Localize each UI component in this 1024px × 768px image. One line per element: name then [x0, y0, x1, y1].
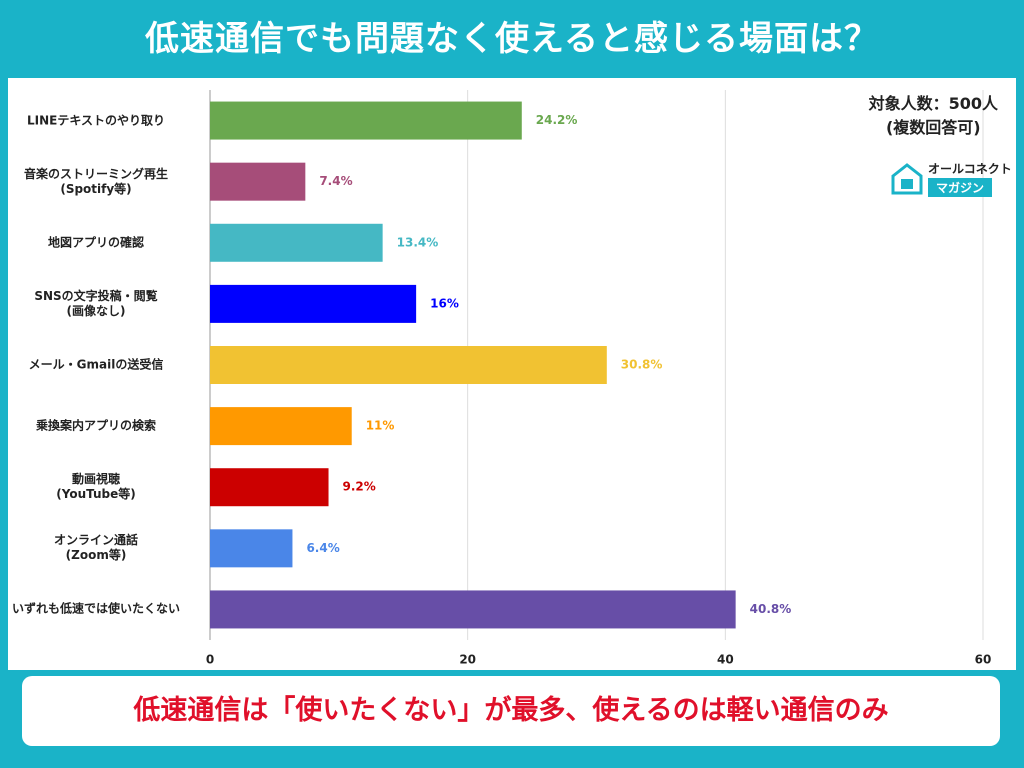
y-tick-label: オンライン通話 (Zoom等): [53, 533, 138, 563]
chart-panel: 0 20 40 60 24.2% 7.4% 13.4% 16% 30.8% 11% 9.2% 6.4%…: [8, 78, 1016, 670]
bar: [210, 223, 383, 262]
bar: [210, 529, 293, 568]
bar: [210, 590, 736, 629]
y-tick-label: いずれも低速では使いたくない: [11, 601, 180, 616]
y-tick-label: LINEテキストのやり取り: [27, 113, 165, 128]
logo-icon: [891, 163, 923, 195]
brand-name: オールコネクト: [928, 162, 1012, 176]
y-tick-label: メール・Gmailの送受信: [28, 357, 164, 372]
x-tick-label: 20: [459, 653, 476, 667]
x-tick-label: 0: [206, 653, 214, 667]
bar: [210, 284, 417, 323]
note: 対象人数：500人 (複数回答可): [868, 94, 998, 137]
data-label: 40.8%: [750, 602, 792, 616]
data-label: 24.2%: [536, 113, 578, 127]
bar: [210, 407, 352, 446]
data-label: 9.2%: [343, 480, 376, 494]
bar: [210, 346, 607, 384]
chart: 0 20 40 60 24.2% 7.4% 13.4% 16% 30.8% 11% 9.2% 6.4%…: [206, 90, 992, 667]
x-tick-label: 60: [975, 653, 992, 667]
y-tick-label: SNSの文字投稿・閲覧 (画像なし): [34, 288, 158, 318]
y-tick-label: 動画視聴 (YouTube等): [56, 472, 136, 502]
bar: [210, 162, 306, 201]
y-tick-label: 地図アプリの確認: [47, 235, 144, 250]
data-label: 13.4%: [397, 235, 439, 249]
bar: [210, 101, 522, 140]
brand-sub: マガジン: [928, 178, 993, 197]
data-label: 7.4%: [319, 174, 352, 188]
data-label: 11%: [366, 419, 395, 433]
y-tick-label: 音楽のストリーミング再生 (Spotify等): [23, 166, 168, 196]
footer-message: 低速通信は「使いたくない」が最多、使えるのは軽い通信のみ: [22, 676, 1000, 746]
data-label: 6.4%: [306, 541, 339, 555]
y-tick-label: 乗換案内アプリの検索: [35, 418, 156, 433]
data-label: 16%: [430, 296, 459, 310]
x-tick-label: 40: [717, 653, 734, 667]
bar: [210, 468, 329, 507]
chart-title: 低速通信でも問題なく使えると感じる場面は？: [145, 19, 879, 59]
data-label: 30.8%: [621, 358, 663, 372]
